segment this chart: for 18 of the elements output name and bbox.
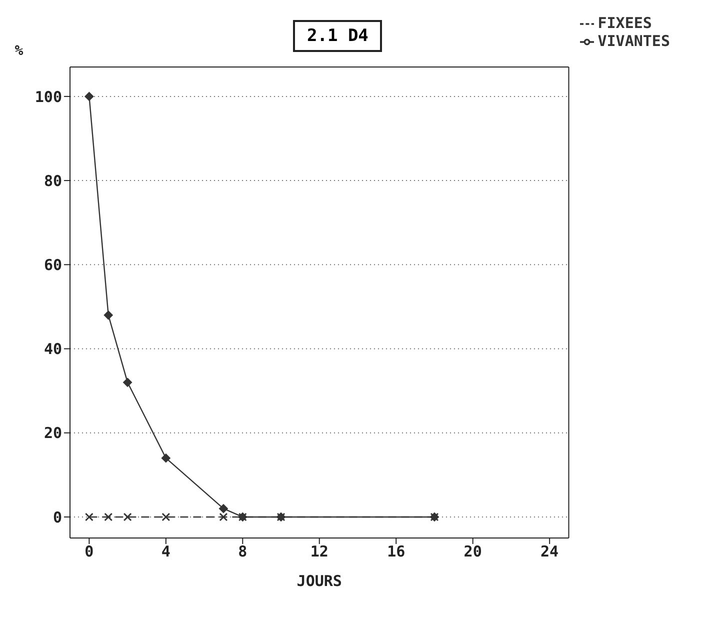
x-tick-label: 0: [84, 542, 94, 561]
y-tick-label: 40: [44, 340, 62, 358]
y-tick-label: 60: [44, 256, 62, 274]
x-tick-label: 4: [161, 542, 170, 561]
x-tick-label: 12: [310, 542, 328, 561]
x-tick-label: 24: [540, 542, 559, 561]
x-tick-label: 8: [238, 542, 248, 561]
y-tick-label: 0: [52, 508, 62, 526]
chart-title: 2.1 D4: [293, 20, 382, 52]
y-axis-title: %: [14, 43, 24, 59]
x-axis-title: JOURS: [296, 572, 342, 590]
y-tick-label: 80: [44, 172, 62, 190]
x-tick-label: 20: [464, 542, 482, 561]
y-tick-label: 100: [34, 88, 62, 106]
y-tick-label: 20: [44, 424, 62, 442]
legend-label: VIVANTES: [598, 32, 670, 50]
legend-label: FIXEES: [598, 14, 652, 32]
x-tick-label: 16: [387, 542, 406, 561]
